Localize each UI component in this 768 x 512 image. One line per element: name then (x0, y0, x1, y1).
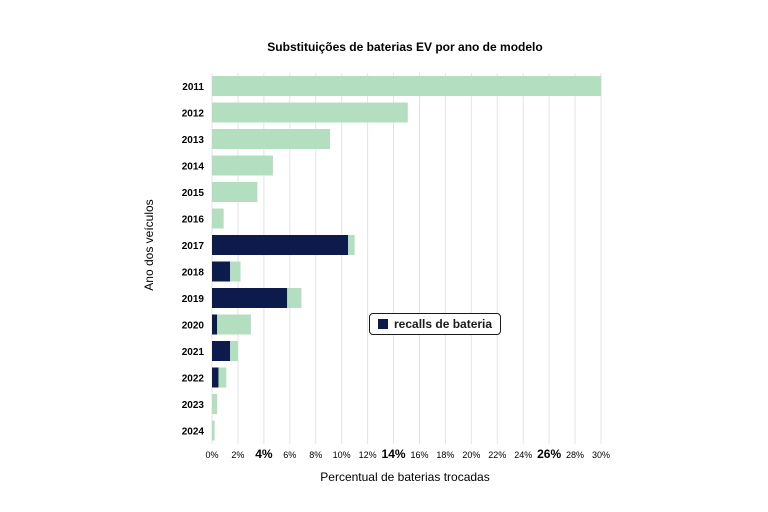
x-tick-label: 22% (488, 450, 506, 460)
x-tick-label: 0% (205, 450, 218, 460)
gridlines (211, 73, 602, 444)
bar-replacements (212, 155, 273, 176)
y-tick-label: 2018 (182, 268, 205, 279)
y-tick-label: 2021 (182, 347, 205, 358)
x-tick-label: 24% (514, 450, 532, 460)
bar-replacements (230, 341, 238, 361)
chart-title: Substituições de baterias EV por ano de … (267, 40, 542, 54)
x-tick-label: 2% (231, 450, 244, 460)
y-tick-label: 2016 (182, 215, 205, 226)
x-tick-label: 18% (436, 450, 454, 460)
bar-replacements (212, 394, 218, 414)
y-tick-label: 2020 (182, 321, 205, 332)
x-tick-label: 14% (382, 447, 406, 461)
x-tick-label: 28% (566, 450, 584, 460)
y-tick-label: 2022 (182, 374, 205, 385)
bar-replacements (287, 288, 302, 308)
y-tick-label: 2015 (182, 188, 205, 199)
x-tick-label: 26% (537, 447, 561, 461)
y-tick-label: 2012 (182, 109, 205, 120)
y-tick-label: 2023 (182, 400, 205, 411)
legend-swatch-recalls (378, 319, 388, 329)
x-tick-label: 16% (410, 450, 428, 460)
y-axis-label: Ano dos veículos (142, 199, 156, 290)
bar-recalls (212, 288, 288, 308)
bar-replacements (212, 102, 408, 123)
y-tick-label: 2019 (182, 294, 205, 305)
bars (212, 76, 601, 441)
x-axis-ticks: 0% 2% 4% 6% 8% 10% 12% 14% 16% 18% 20% 22% 24% 26% 28%… (205, 447, 610, 461)
bar-replacements (218, 367, 227, 388)
x-tick-label: 4% (255, 447, 273, 461)
legend: recalls de bateria (369, 313, 502, 335)
legend-label-recalls: recalls de bateria (394, 317, 493, 331)
bar-replacements (348, 235, 355, 255)
bar-replacements (212, 76, 601, 96)
y-tick-label: 2024 (182, 427, 205, 438)
x-tick-label: 8% (309, 450, 322, 460)
bar-recalls (212, 261, 231, 282)
x-axis-label: Percentual de baterias trocadas (320, 470, 489, 484)
y-tick-label: 2017 (182, 241, 205, 252)
x-tick-label: 6% (283, 450, 296, 460)
x-tick-label: 10% (333, 450, 351, 460)
bar-replacements (230, 261, 241, 282)
x-tick-label: 30% (592, 450, 610, 460)
bar-recalls (212, 341, 231, 361)
bar-recalls (212, 314, 218, 335)
y-axis-ticks: 2011 2012 2013 2014 2015 2016 2017 2018 2019 2020… (182, 82, 205, 438)
bar-replacements (212, 208, 224, 229)
y-tick-label: 2013 (182, 135, 205, 146)
bar-replacements (212, 182, 258, 202)
x-tick-label: 20% (462, 450, 480, 460)
bar-replacements (212, 129, 330, 149)
bar-replacements (217, 314, 251, 335)
bar-recalls (212, 367, 219, 388)
bar-recalls (212, 235, 349, 255)
y-tick-label: 2011 (182, 82, 204, 93)
bar-replacements (212, 420, 215, 441)
y-tick-label: 2014 (182, 162, 205, 173)
x-tick-label: 12% (359, 450, 377, 460)
